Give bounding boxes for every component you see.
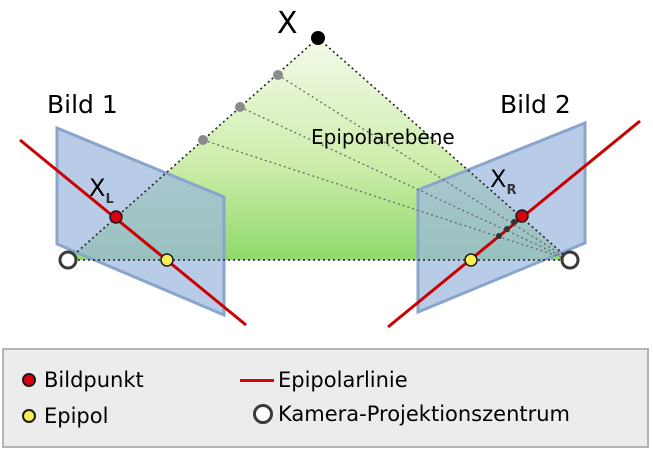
image-plane-1 xyxy=(55,125,226,318)
ray-right xyxy=(317,37,571,261)
epipole-icon xyxy=(22,409,36,423)
alt-point-2 xyxy=(235,102,245,112)
alt-projection-1 xyxy=(511,219,517,225)
alt-projection-3 xyxy=(496,233,502,239)
image-point-left-label: XL xyxy=(89,174,114,207)
ray-alt-2 xyxy=(239,106,571,261)
legend-item-epipolar-line: Epipolarlinie xyxy=(240,368,408,392)
camera-center-right xyxy=(560,250,580,270)
image-point-right-label: XR xyxy=(490,165,516,198)
image-1-label: Bild 1 xyxy=(47,90,118,119)
alt-point-3 xyxy=(198,135,208,145)
x-left-sub: L xyxy=(105,192,113,207)
x-left-main: X xyxy=(89,174,105,202)
alt-projection-2 xyxy=(504,226,510,232)
image-point-icon xyxy=(22,373,36,387)
x-right-main: X xyxy=(490,165,506,193)
legend-item-epipole: Epipol xyxy=(22,404,108,428)
legend-epipolar-line-label: Epipolarlinie xyxy=(278,368,408,392)
image-plane-2 xyxy=(416,120,587,315)
camera-center-left xyxy=(58,250,78,270)
legend-image-point-label: Bildpunkt xyxy=(44,368,144,392)
epipolar-line-left xyxy=(19,138,247,327)
epipole-right xyxy=(464,253,478,267)
point-x-label: X xyxy=(277,6,298,41)
legend-epipole-label: Epipol xyxy=(44,404,109,428)
legend: Bildpunkt Epipolarlinie Epipol Kamera-Pr… xyxy=(2,348,649,448)
camera-center-icon xyxy=(253,404,273,424)
image-point-right xyxy=(515,209,529,223)
image-point-left xyxy=(109,210,123,224)
epipolar-plane-label: Epipolarebene xyxy=(311,125,455,149)
epipole-left xyxy=(160,253,174,267)
alt-point-1 xyxy=(273,70,283,80)
point-x xyxy=(311,31,325,45)
image-2-label: Bild 2 xyxy=(500,90,571,119)
legend-item-camera-center: Kamera-Projektionszentrum xyxy=(253,402,570,426)
legend-camera-center-label: Kamera-Projektionszentrum xyxy=(278,402,571,426)
legend-item-image-point: Bildpunkt xyxy=(22,368,144,392)
epipolar-line-icon xyxy=(240,378,274,382)
ray-alt-3 xyxy=(202,139,571,261)
epipolar-geometry-diagram: X Bild 1 Bild 2 Epipolarebene XL XR xyxy=(19,6,641,329)
x-right-sub: R xyxy=(506,183,516,198)
